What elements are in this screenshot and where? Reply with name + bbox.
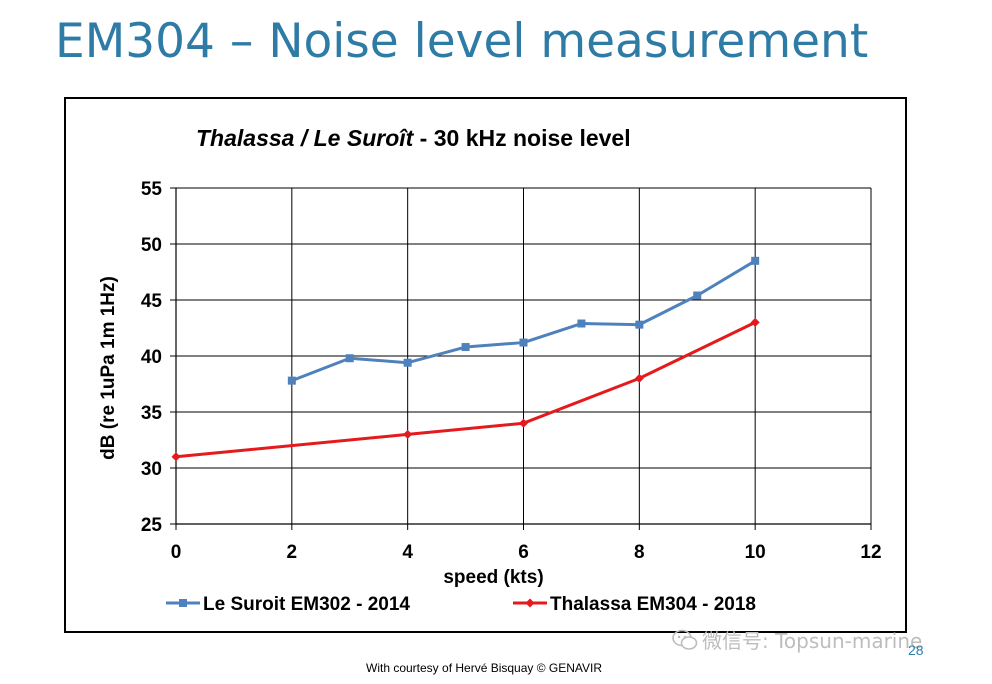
series-2 [171, 317, 760, 462]
y-tick-label: 50 [141, 235, 162, 256]
series [171, 256, 760, 462]
page-number: 28 [908, 642, 924, 658]
grid [176, 187, 872, 524]
legend-label: Le Suroit EM302 - 2014 [203, 594, 410, 615]
data-point [287, 376, 296, 385]
legend-marker [179, 599, 187, 607]
series-1 [287, 256, 760, 385]
chart-title-regular: - 30 kHz noise level [413, 125, 630, 151]
data-point [577, 319, 586, 328]
y-axis-label: dB (re 1uPa 1m 1Hz) [98, 276, 119, 460]
x-tick-label: 4 [402, 542, 413, 563]
data-point [634, 373, 644, 383]
chart-title: Thalassa / Le Suroît - 30 kHz noise leve… [196, 125, 631, 151]
x-axis-label: speed (kts) [443, 567, 543, 588]
data-point [345, 354, 354, 363]
data-point [519, 418, 528, 428]
watermark-text: 微信号: Topsun-marine [702, 629, 923, 653]
watermark: 微信号: Topsun-marine [672, 625, 922, 654]
noise-level-chart: Thalassa / Le Suroît - 30 kHz noise leve… [98, 125, 882, 615]
x-tick-label: 0 [171, 542, 182, 563]
y-tick-label: 55 [141, 179, 163, 200]
chat-bubble-icon [672, 629, 698, 650]
y-tick-label: 35 [141, 403, 163, 424]
x-tick-label: 10 [745, 542, 766, 563]
y-tick-label: 45 [141, 291, 163, 312]
legend-item: Thalassa EM304 - 2018 [513, 594, 756, 615]
data-point [750, 317, 760, 327]
data-point [635, 320, 644, 329]
data-point [519, 338, 528, 347]
y-tick-label: 25 [141, 515, 163, 536]
data-point [751, 256, 760, 265]
data-point [403, 429, 413, 439]
y-tick-label: 30 [141, 459, 162, 480]
legend-marker [525, 598, 535, 608]
y-tick-label: 40 [141, 347, 162, 368]
legend: Le Suroit EM302 - 2014 Thalassa EM304 - 2… [166, 594, 756, 615]
legend-item: Le Suroit EM302 - 2014 [166, 594, 410, 615]
chart-frame: Thalassa / Le Suroît - 30 kHz noise leve… [64, 97, 907, 633]
data-point [171, 452, 181, 462]
data-point [403, 358, 412, 367]
footer-credit: With courtesy of Hervé Bisquay © GENAVIR [366, 661, 603, 675]
series-line [175, 321, 756, 459]
slide-title: EM304 – Noise level measurement [55, 14, 869, 69]
data-point [461, 343, 470, 352]
x-tick-label: 6 [518, 542, 529, 563]
data-point [693, 291, 702, 300]
chart-title-italic: Thalassa / Le Suroît [196, 125, 415, 151]
x-tick-label: 12 [860, 542, 881, 563]
x-tick-label: 2 [287, 542, 298, 563]
axes: 25 30 35 40 45 50 55 0 2 4 6 8 10 12 [141, 179, 882, 563]
legend-label: Thalassa EM304 - 2018 [550, 594, 756, 615]
x-tick-label: 8 [634, 542, 645, 563]
